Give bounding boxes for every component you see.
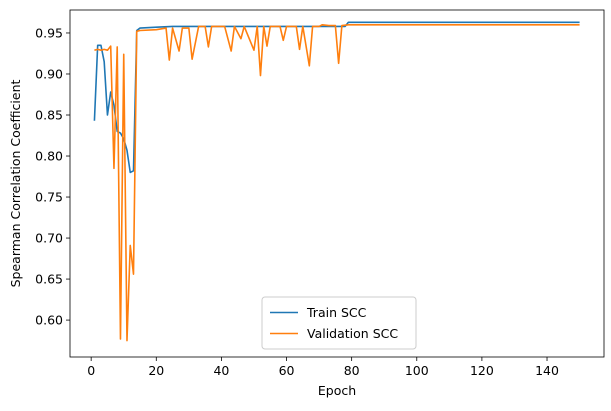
y-tick-label: 0.80: [35, 149, 63, 164]
x-tick-label: 0: [87, 363, 95, 378]
legend-label-0: Train SCC: [306, 305, 367, 320]
y-tick-label: 0.70: [35, 231, 63, 246]
x-tick-label: 40: [213, 363, 229, 378]
y-tick-label: 0.95: [35, 25, 63, 40]
y-tick-label: 0.65: [35, 272, 63, 287]
x-axis-label: Epoch: [318, 383, 356, 398]
x-tick-label: 80: [344, 363, 360, 378]
x-tick-label: 100: [405, 363, 429, 378]
x-tick-label: 20: [148, 363, 164, 378]
y-tick-label: 0.60: [35, 313, 63, 328]
legend-label-1: Validation SCC: [307, 326, 398, 341]
x-tick-label: 120: [470, 363, 494, 378]
x-tick-label: 60: [279, 363, 295, 378]
legend-box: [261, 296, 417, 350]
y-tick-label: 0.90: [35, 66, 63, 81]
series-line-1: [94, 23, 580, 342]
y-axis-ticks: 0.60 0.65 0.70 0.75 0.80 0.85 0.90 0.95: [35, 25, 70, 328]
series-layer: [93, 21, 580, 342]
series-line-0: [93, 21, 580, 174]
plot-frame: [69, 9, 605, 358]
x-tick-label: 140: [535, 363, 559, 378]
y-tick-label: 0.85: [35, 108, 63, 123]
y-axis-label: Spearman Correlation Coefficient: [8, 80, 23, 288]
x-axis-ticks: 0 20 40 60 80 100 120 140: [87, 357, 559, 378]
y-tick-label: 0.75: [35, 190, 63, 205]
legend: Train SCC Validation SCC: [261, 296, 417, 350]
